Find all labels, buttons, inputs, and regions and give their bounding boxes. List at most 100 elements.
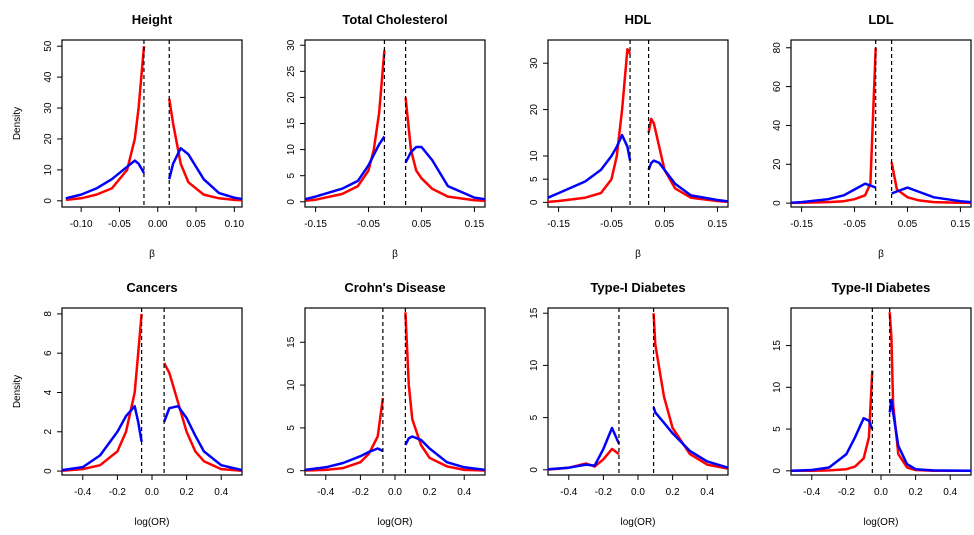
- y-tick-label: 50: [43, 40, 54, 52]
- x-tick-label: 0.0: [631, 487, 645, 498]
- x-tick-label: 0.4: [214, 487, 228, 498]
- density-line: [304, 435, 486, 472]
- y-tick-label: 40: [772, 119, 783, 131]
- x-axis-label: log(OR): [377, 517, 412, 528]
- y-tick-label: 60: [772, 81, 783, 93]
- density-line: [547, 313, 729, 471]
- y-tick-label: 80: [772, 42, 783, 54]
- panel: Cancers log(OR) Density -0.4 -0.2 0.0 0.2 0.4 0 2…: [12, 280, 243, 528]
- x-tick-label: -0.2: [109, 487, 127, 498]
- plot-frame: [61, 307, 243, 476]
- y-tick-label: 0: [529, 467, 540, 473]
- y-tick-label: 15: [286, 336, 297, 348]
- x-tick-label: 0.05: [898, 219, 918, 230]
- x-tick-label: 0.00: [148, 219, 168, 230]
- density-line: [791, 312, 971, 473]
- x-tick-label: -0.10: [70, 219, 93, 230]
- x-tick-label: 0.15: [708, 219, 728, 230]
- density-line: [304, 135, 486, 201]
- density-line: [547, 48, 729, 204]
- x-tick-label: 0.2: [909, 487, 923, 498]
- y-tick-label: 6: [43, 350, 54, 356]
- plot-frame: [790, 39, 972, 208]
- density-line: [790, 398, 972, 473]
- y-tick-label: 5: [286, 172, 297, 178]
- y-tick-label: 15: [286, 118, 297, 130]
- density-line: [304, 312, 486, 472]
- y-tick-label: 0: [43, 468, 54, 474]
- y-tick-label: 20: [772, 158, 783, 170]
- y-tick-label: 5: [529, 414, 540, 420]
- y-tick-label: 30: [43, 102, 54, 114]
- y-tick-label: 30: [286, 39, 297, 51]
- y-tick-label: 25: [286, 65, 297, 77]
- x-tick-label: 0.4: [700, 487, 714, 498]
- panel: Height β Density -0.10 -0.05 0.00 0.05 0.10 0 10 2…: [12, 12, 245, 260]
- x-tick-label: 0.2: [180, 487, 194, 498]
- x-tick-label: 0.10: [225, 219, 245, 230]
- y-axis-label: Density: [12, 375, 23, 408]
- x-tick-label: 0.0: [145, 487, 159, 498]
- y-tick-label: 8: [43, 311, 54, 317]
- y-tick-label: 15: [529, 307, 540, 319]
- y-axis-label: Density: [12, 107, 23, 140]
- y-tick-label: 4: [43, 389, 54, 395]
- y-tick-label: 20: [286, 91, 297, 103]
- plot-frame: [547, 307, 729, 476]
- y-tick-label: 10: [43, 164, 54, 176]
- y-tick-label: 15: [772, 340, 783, 352]
- panel-title: HDL: [625, 12, 652, 27]
- y-tick-label: 20: [43, 133, 54, 145]
- x-tick-label: -0.2: [595, 487, 613, 498]
- x-tick-label: 0.4: [457, 487, 471, 498]
- x-tick-label: -0.05: [600, 219, 623, 230]
- density-line: [61, 404, 243, 472]
- plot-frame: [790, 307, 972, 476]
- x-tick-label: -0.4: [803, 487, 821, 498]
- panel-title: Type-II Diabetes: [832, 280, 931, 295]
- density-line: [65, 146, 243, 201]
- x-tick-label: 0.0: [388, 487, 402, 498]
- x-tick-label: 0.05: [186, 219, 206, 230]
- x-tick-label: -0.05: [108, 219, 131, 230]
- y-tick-label: 30: [529, 57, 540, 69]
- density-line: [61, 313, 243, 472]
- x-tick-label: -0.15: [547, 219, 570, 230]
- y-tick-label: 0: [772, 468, 783, 474]
- panel: Type-I Diabetes log(OR) -0.4 -0.2 0.0 0.2 0.4 0…: [529, 280, 729, 528]
- y-tick-label: 10: [529, 359, 540, 371]
- plot-frame: [61, 39, 243, 208]
- y-tick-label: 10: [772, 381, 783, 393]
- y-tick-label: 0: [772, 200, 783, 206]
- panel: Total Cholesterol β -0.15 -0.05 0.05 0.15 0 5 10…: [286, 12, 486, 260]
- x-tick-label: -0.2: [352, 487, 370, 498]
- panel-title: Height: [132, 12, 173, 27]
- y-tick-label: 40: [43, 71, 54, 83]
- panel: LDL β -0.15 -0.05 0.05 0.15 0 20 40 60 80: [772, 12, 972, 260]
- panel-title: Crohn's Disease: [344, 280, 445, 295]
- x-axis-label: log(OR): [620, 517, 655, 528]
- x-tick-label: 0.15: [951, 219, 971, 230]
- density-line: [547, 406, 729, 471]
- x-tick-label: -0.4: [317, 487, 335, 498]
- x-tick-label: -0.2: [838, 487, 856, 498]
- panel-title: Cancers: [126, 280, 177, 295]
- y-tick-label: 0: [286, 199, 297, 205]
- density-line: [547, 133, 729, 203]
- panel-title: Total Cholesterol: [342, 12, 447, 27]
- y-tick-label: 5: [772, 426, 783, 432]
- panel: HDL β -0.15 -0.05 0.05 0.15 0 5 10 20 30: [529, 12, 729, 260]
- y-tick-label: 0: [43, 198, 54, 204]
- panel-title: Type-I Diabetes: [590, 280, 685, 295]
- x-tick-label: -0.4: [560, 487, 578, 498]
- x-tick-label: -0.15: [790, 219, 813, 230]
- y-tick-label: 10: [529, 150, 540, 162]
- x-axis-label: log(OR): [134, 517, 169, 528]
- x-tick-label: -0.4: [74, 487, 92, 498]
- x-tick-label: 0.0: [874, 487, 888, 498]
- x-axis-label: β: [878, 249, 884, 260]
- y-tick-label: 5: [529, 176, 540, 182]
- y-tick-label: 2: [43, 429, 54, 435]
